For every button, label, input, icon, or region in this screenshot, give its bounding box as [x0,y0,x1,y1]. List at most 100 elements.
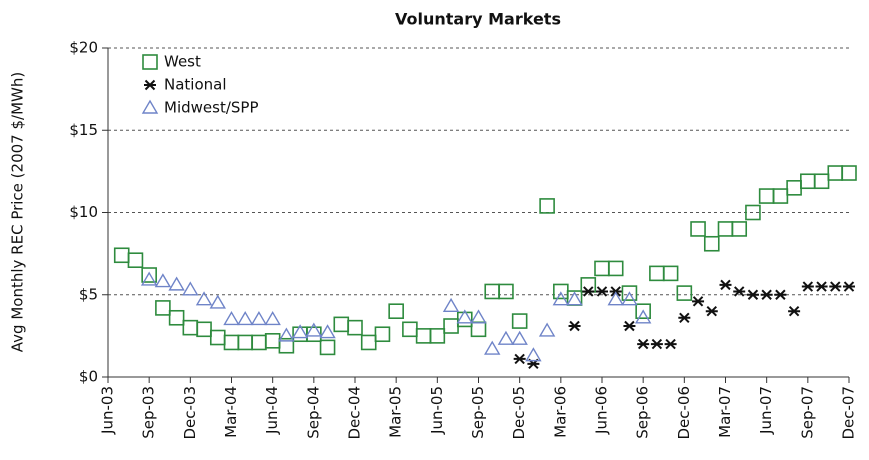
point [195,291,213,306]
point [237,334,254,351]
point [662,265,679,282]
point [745,204,761,221]
point [664,338,677,350]
point [582,286,595,297]
x-tick-label: Sep-04 [304,386,322,439]
point [829,281,842,292]
x-tick-label: Sep-03 [140,386,158,439]
point [538,322,556,337]
point [649,265,665,282]
chart-title: Voluntary Markets [395,10,561,29]
x-tick-label: Sep-05 [469,386,487,439]
point [621,291,638,306]
point [497,330,515,345]
x-tick-label: Dec-07 [840,386,858,440]
point [760,289,773,300]
point [155,300,171,316]
point [801,281,814,292]
point [347,319,363,336]
x-tick-label: Sep-06 [634,386,652,439]
y-tick-label: $5 [79,285,98,303]
y-tick-label: $10 [69,203,98,221]
point [470,309,487,324]
point [429,328,446,344]
point [306,326,322,343]
point [607,260,624,277]
legend-label: National [164,76,227,94]
point [498,283,514,300]
point [264,311,281,326]
point [758,188,775,204]
point [746,289,759,300]
point [678,312,691,323]
point [182,281,199,296]
point [484,283,501,300]
point [623,320,636,332]
point [223,334,240,351]
point [333,316,350,333]
point [182,319,199,336]
x-tick-label: Mar-04 [222,386,240,438]
point [196,321,212,338]
x-tick-label: Mar-06 [551,386,569,438]
point [402,321,418,338]
point [237,311,254,326]
point [690,221,706,237]
point [635,303,651,320]
y-tick-label: $15 [69,121,98,139]
point [456,311,473,328]
legend-label: Midwest/SPP [164,99,259,117]
point [800,173,816,190]
x-tick-label: Dec-06 [675,386,693,440]
point [513,353,526,365]
point [442,297,460,312]
point [388,303,404,320]
point [374,326,391,343]
point [278,337,295,354]
point [443,318,459,334]
x-tick-label: Mar-07 [716,386,734,438]
point [209,294,226,309]
point [113,247,130,264]
point [511,330,528,345]
x-tick-label: Jun-04 [263,386,281,435]
point [264,333,281,349]
point [827,165,844,181]
point [511,313,528,329]
point [278,327,295,342]
point [319,339,336,356]
x-tick-label: Jun-03 [99,386,117,435]
point [637,338,650,350]
x-tick-label: Sep-07 [798,386,816,439]
point [291,324,309,339]
point [360,334,377,351]
point [692,296,705,307]
point [141,267,157,283]
point [772,188,789,204]
point [127,252,144,269]
y-tick-label: $0 [79,368,98,386]
y-tick-label: $20 [69,39,98,57]
point [319,324,336,339]
point [140,271,158,286]
point [415,328,432,344]
point [703,235,720,252]
point [676,285,693,301]
point [650,338,663,350]
point [733,286,746,297]
point [470,321,487,338]
point [705,305,718,317]
point [719,279,732,291]
x-tick-label: Jun-07 [757,386,775,435]
point [580,277,597,293]
point [717,221,734,237]
x-tick-label: Mar-05 [387,386,405,438]
point [731,221,748,237]
point [634,309,652,324]
point [786,180,802,196]
legend-label: West [164,53,201,71]
x-tick-label: Dec-03 [181,386,199,440]
point [815,281,828,292]
point [774,289,787,300]
